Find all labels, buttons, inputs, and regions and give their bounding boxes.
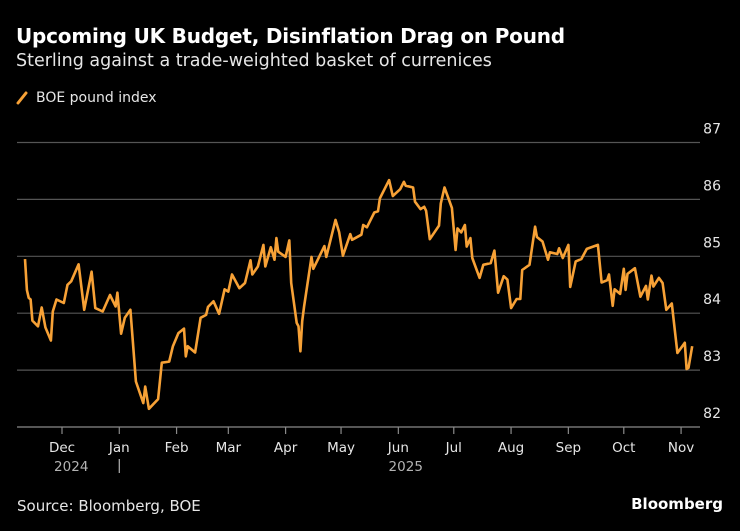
x-tick-label: Feb <box>165 440 189 456</box>
chart-title: Upcoming UK Budget, Disinflation Drag on… <box>16 24 565 48</box>
x-tick-label: Jul <box>445 440 462 456</box>
x-tick-label: Sep <box>556 440 581 456</box>
y-tick-label: 82 <box>703 406 721 422</box>
series-line-boe-pound-index <box>23 178 694 411</box>
y-tick-label: 87 <box>703 122 721 138</box>
x-tick-label: Nov <box>668 440 694 456</box>
x-tick-label: Jan <box>108 440 130 456</box>
y-tick-label: 85 <box>703 235 721 251</box>
x-axis-ticks: Dec Jan Feb Mar Apr May Jun Jul Aug Sep Oct Nov 2024… <box>49 427 694 475</box>
y-tick-label: 84 <box>703 292 721 308</box>
x-tick-label: Mar <box>216 440 242 456</box>
year-label: 2025 <box>389 459 423 475</box>
y-tick-label: 83 <box>703 349 721 365</box>
x-tick-label: May <box>327 440 355 456</box>
bloomberg-logo: Bloomberg <box>631 495 723 513</box>
y-tick-label: 86 <box>703 178 721 194</box>
chart-subtitle: Sterling against a trade-weighted basket… <box>16 51 492 71</box>
legend: BOE pound index <box>16 90 157 106</box>
y-axis-ticks: 82 83 84 85 86 87 <box>703 122 721 423</box>
x-tick-label: Jun <box>387 440 409 456</box>
x-tick-label: Apr <box>274 440 298 456</box>
source-note: Source: Bloomberg, BOE <box>17 497 201 515</box>
x-tick-label: Aug <box>498 440 524 456</box>
year-label: 2024 <box>54 459 88 475</box>
gridlines <box>17 141 700 428</box>
x-tick-label: Dec <box>49 440 75 456</box>
legend-label: BOE pound index <box>36 90 157 106</box>
legend-line-icon <box>16 91 28 105</box>
x-tick-label: Oct <box>612 440 635 456</box>
